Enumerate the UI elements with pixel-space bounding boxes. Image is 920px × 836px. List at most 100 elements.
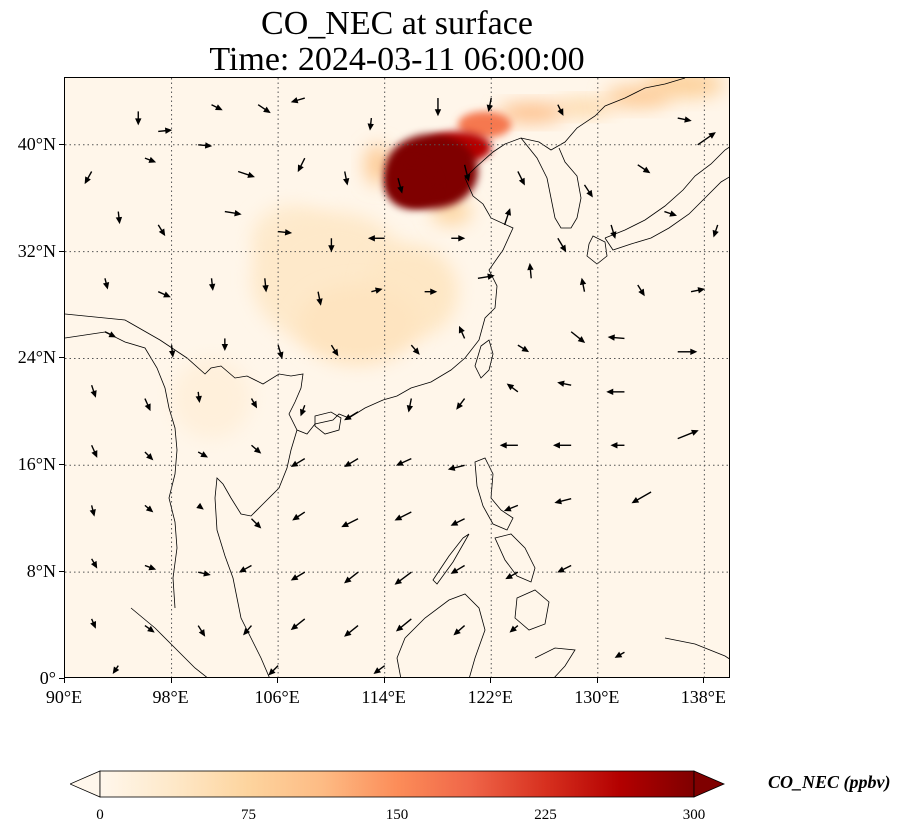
wind-arrow <box>631 491 652 504</box>
map-canvas <box>65 78 729 677</box>
wind-arrow <box>157 291 171 298</box>
wind-arrow <box>447 464 465 471</box>
wind-arrow <box>90 558 98 569</box>
wind-arrow <box>198 142 213 149</box>
wind-arrow <box>250 518 262 529</box>
korea-coastline <box>520 137 582 229</box>
wind-arrow <box>224 210 242 217</box>
wind-arrow <box>144 564 157 571</box>
wind-arrow <box>610 442 625 449</box>
wind-arrow <box>344 411 359 421</box>
colorbar <box>70 770 726 798</box>
indochina-coastline <box>214 429 298 677</box>
lon-tick-label: 138°E <box>680 687 726 707</box>
lon-tick-label: 130°E <box>574 687 620 707</box>
new-guinea-coastline <box>664 637 729 660</box>
wind-arrow <box>367 117 374 131</box>
lat-tick-mark <box>59 464 64 466</box>
asia-coastline <box>65 78 686 435</box>
wind-arrow <box>268 665 279 676</box>
wind-arrow <box>367 235 385 242</box>
wind-arrow <box>614 651 625 658</box>
concentration-blob <box>497 103 565 123</box>
wind-arrow <box>221 338 229 352</box>
wind-arrow <box>503 208 511 226</box>
lon-tick-mark <box>64 678 65 683</box>
wind-arrow <box>144 625 155 633</box>
wind-arrow <box>144 451 154 461</box>
lat-tick-label: 0° <box>39 668 56 688</box>
wind-arrow <box>169 345 176 358</box>
gridlines <box>65 78 729 677</box>
map-title: CO_NEC at surface <box>261 5 533 42</box>
wind-arrow <box>677 116 692 123</box>
lon-tick-label: 98°E <box>152 687 189 707</box>
wind-arrow <box>341 518 359 528</box>
colorbar-label: CO_NEC (ppbv) <box>768 772 891 792</box>
wind-arrow <box>243 625 253 636</box>
wind-arrow <box>410 344 420 355</box>
colorbar-tick-label: 225 <box>534 807 557 823</box>
lat-tick-mark <box>59 571 64 573</box>
wind-arrow <box>144 398 151 412</box>
lat-tick-label: 16°N <box>17 454 56 475</box>
wind-arrow <box>144 504 154 513</box>
wind-arrow <box>451 235 466 242</box>
concentration-blob <box>457 111 512 139</box>
wind-arrow <box>394 511 412 521</box>
wind-arrow <box>371 287 383 294</box>
wind-arrow <box>395 457 412 466</box>
wind-arrow <box>330 344 339 357</box>
luzon-coastline <box>474 457 514 531</box>
wind-arrow <box>104 331 117 338</box>
wind-arrow <box>394 571 412 585</box>
wind-arrow <box>557 380 572 387</box>
wind-arrow <box>91 444 98 458</box>
wind-arrow <box>450 564 465 574</box>
concentration-blob <box>604 86 672 108</box>
wind-arrow <box>557 104 564 116</box>
wind-arrow <box>395 618 412 632</box>
sulawesi-coastline <box>534 647 576 677</box>
concentration-blob <box>171 358 252 439</box>
lon-tick-mark <box>703 678 705 683</box>
mindanao-coastline <box>514 589 550 631</box>
lat-tick-label: 8°N <box>26 561 56 582</box>
wind-arrow <box>344 625 359 637</box>
wind-arrow <box>606 388 625 396</box>
myanmar-coastline <box>65 331 178 609</box>
wind-arrow <box>144 156 157 163</box>
wind-arrow <box>677 429 699 440</box>
colorbar-tick-label: 150 <box>385 807 409 823</box>
japan-honshu-coastline <box>604 146 729 251</box>
wind-arrow <box>300 404 307 417</box>
wind-arrow <box>158 127 173 134</box>
coastlines <box>65 78 729 677</box>
colorbar-min-extend-arrow <box>70 770 101 798</box>
wind-arrow <box>238 564 252 573</box>
colorbar-gradient <box>99 770 695 798</box>
wind-arrow <box>453 625 466 636</box>
wind-arrow <box>712 224 719 238</box>
wind-arrow <box>277 344 284 360</box>
colorbar-tick-label: 75 <box>241 807 256 823</box>
wind-arrow <box>583 184 593 198</box>
wind-arrow <box>552 442 572 449</box>
wind-arrow <box>697 132 716 146</box>
colorbar-max-extend-arrow <box>693 770 726 798</box>
wind-arrow <box>262 278 269 293</box>
wind-arrow <box>505 571 519 580</box>
wind-arrow <box>406 398 414 413</box>
wind-arrow <box>257 104 271 114</box>
wind-arrow <box>677 348 698 355</box>
wind-arrow <box>84 171 93 185</box>
wind-arrow <box>211 104 223 111</box>
wind-arrow <box>477 273 495 280</box>
wind-arrow <box>458 325 466 339</box>
wind-arrow <box>509 625 519 633</box>
wind-arrow <box>557 564 572 573</box>
wind-arrow <box>196 502 204 510</box>
wind-arrow <box>554 498 572 505</box>
wind-arrow <box>290 458 306 468</box>
wind-arrow <box>112 665 120 675</box>
